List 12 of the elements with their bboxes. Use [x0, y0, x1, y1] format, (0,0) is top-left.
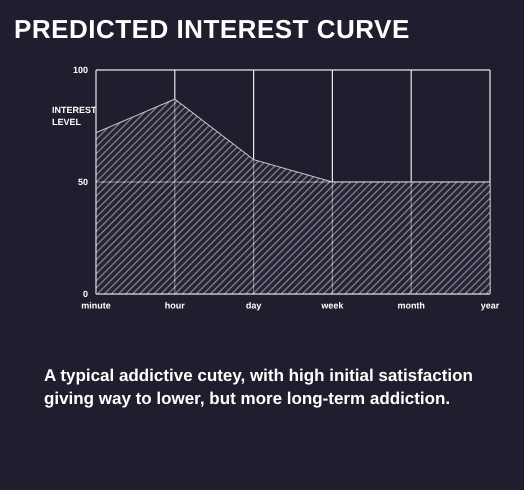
y-tick-label: 100 — [72, 65, 88, 76]
y-axis-title: INTEREST LEVEL — [52, 104, 97, 128]
y-tick-label: 50 — [78, 177, 88, 188]
chart-title: PREDICTED INTEREST CURVE — [14, 14, 410, 45]
text: A typical addictive cutey, with high initial satisfaction giving way to lower, but more long-term addiction. — [44, 365, 474, 410]
x-tick-label: month — [397, 300, 425, 310]
x-tick-label: minute — [81, 300, 111, 310]
x-tick-label: hour — [164, 300, 186, 310]
x-tick-label: year — [480, 300, 500, 310]
x-tick-label: week — [320, 300, 344, 310]
y-tick-label: 0 — [82, 289, 88, 300]
x-tick-label: day — [246, 300, 262, 310]
